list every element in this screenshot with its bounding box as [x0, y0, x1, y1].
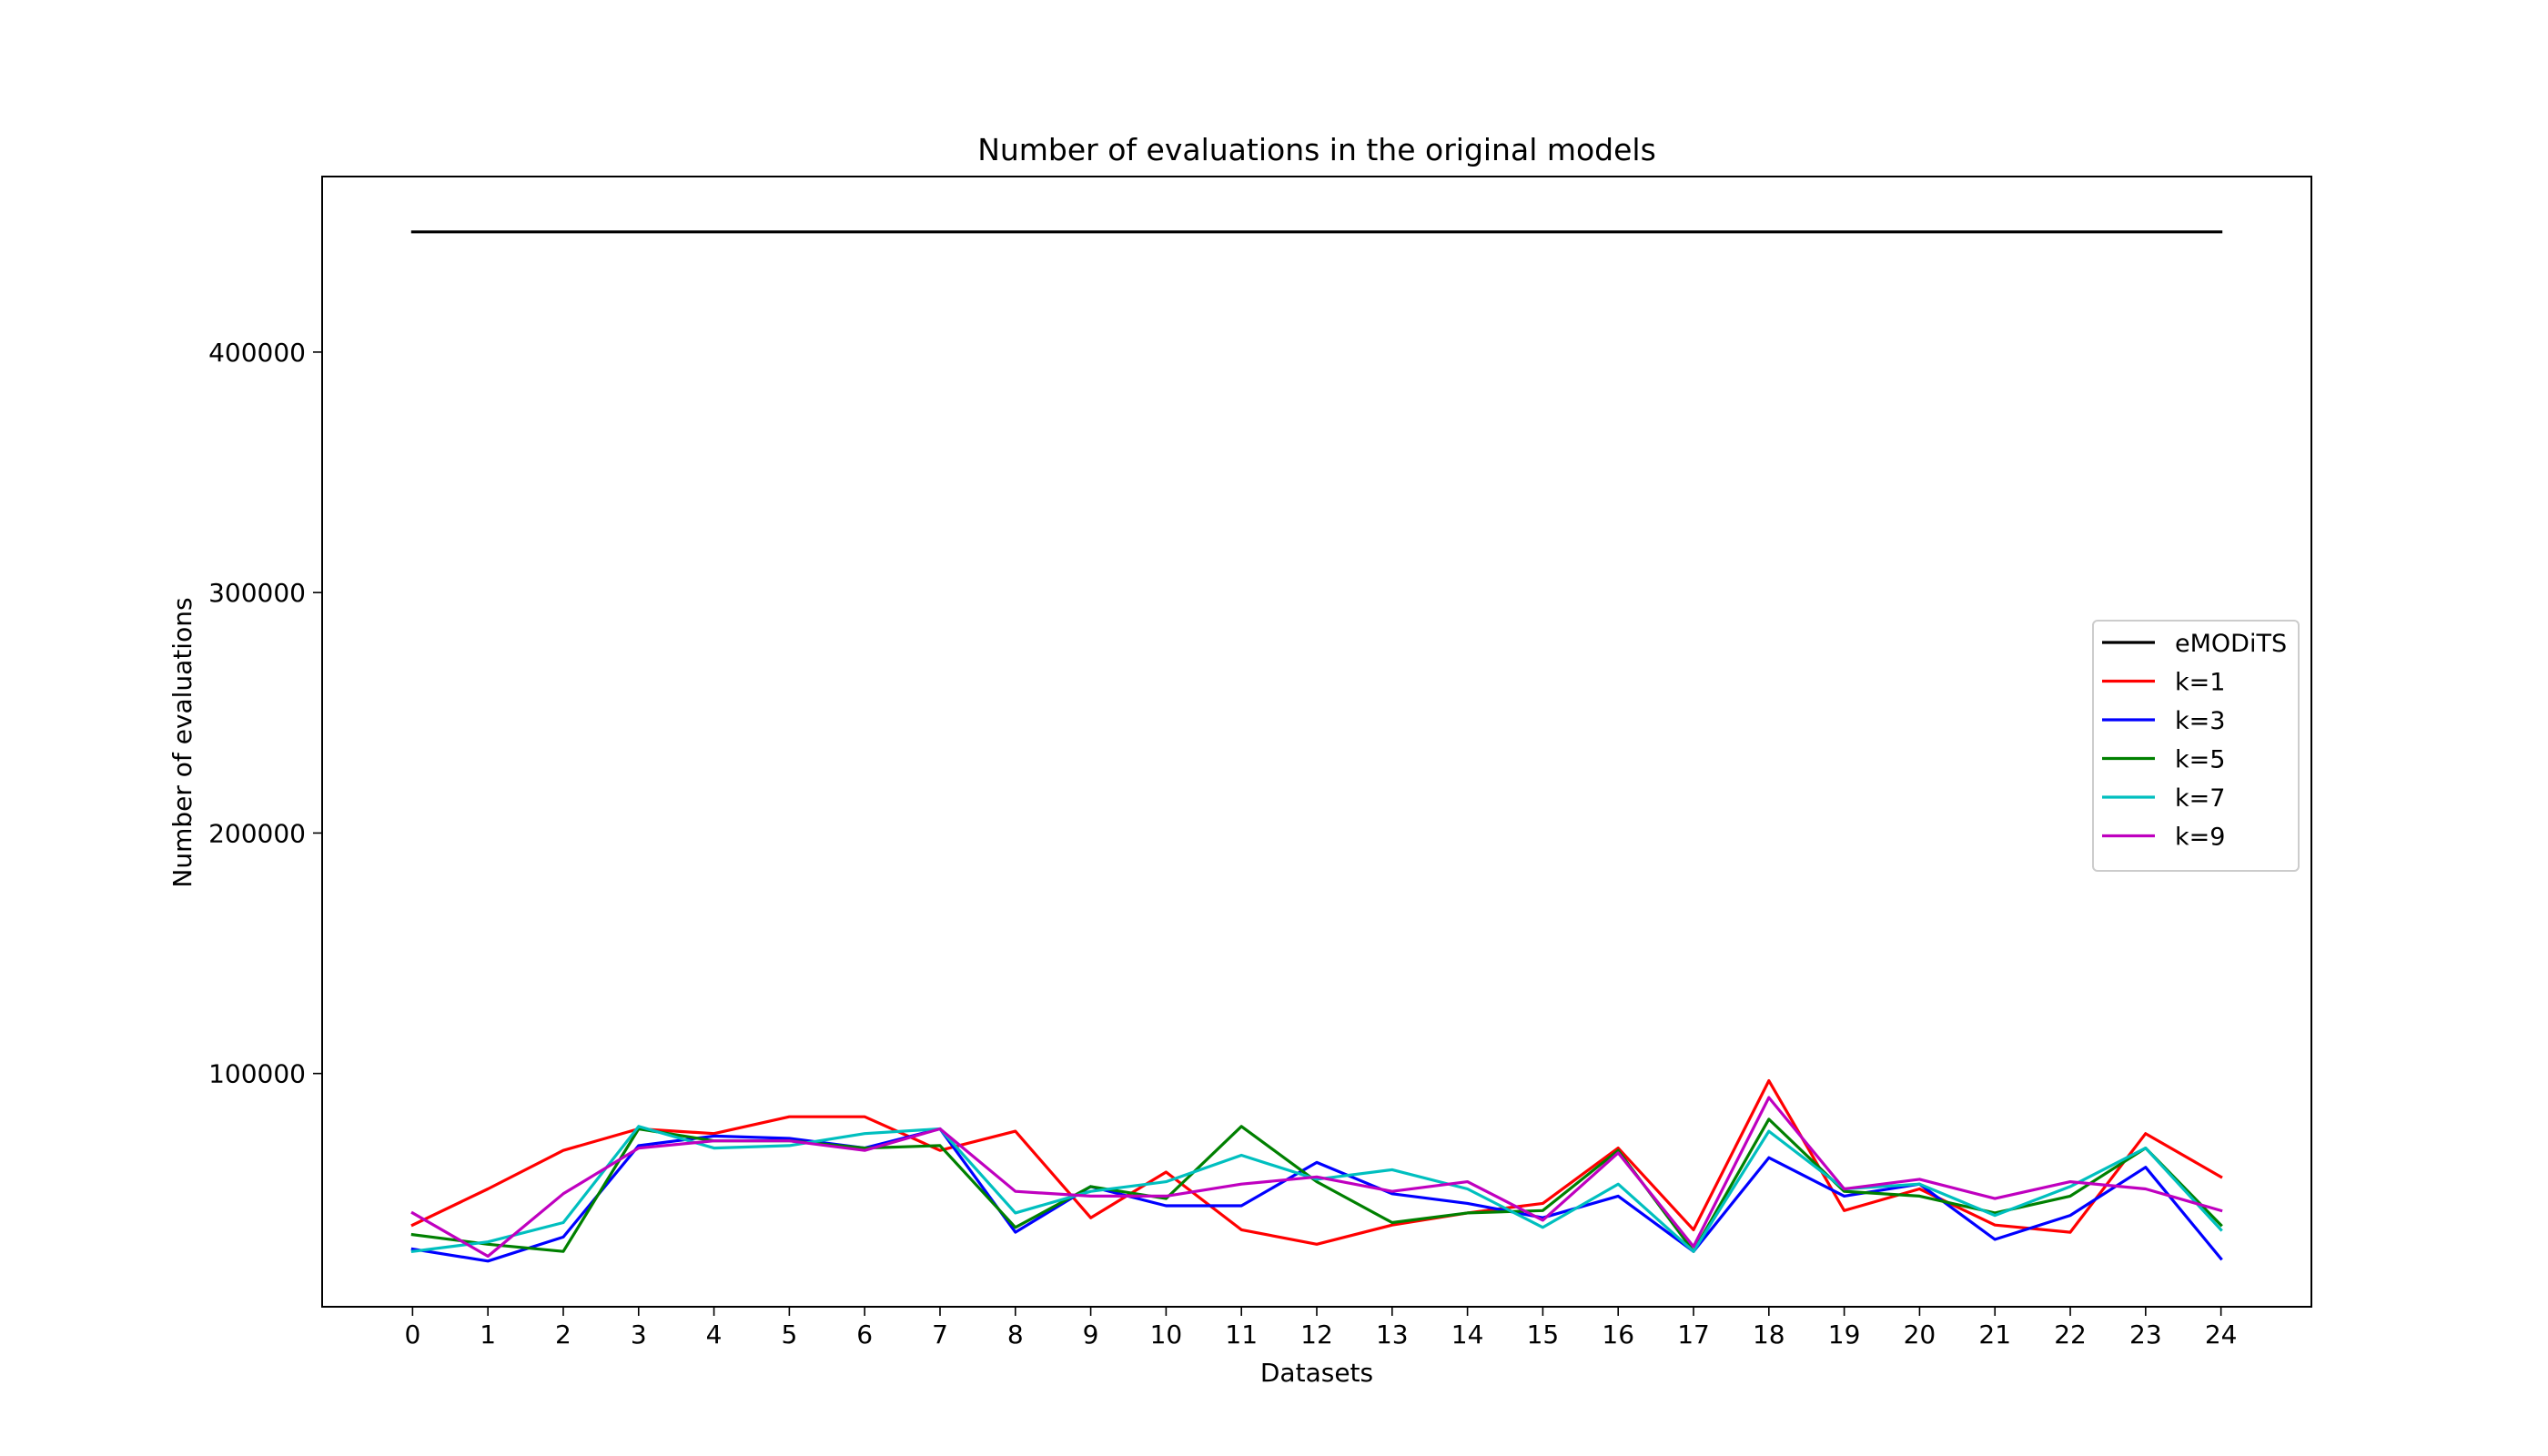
legend-label: k=1 [2175, 669, 2225, 697]
x-tick-label: 18 [1753, 1320, 1785, 1350]
legend-label: k=5 [2175, 746, 2225, 774]
x-tick-label: 9 [1083, 1320, 1099, 1350]
y-tick-label: 200000 [208, 818, 306, 848]
y-tick-label: 400000 [208, 338, 306, 368]
x-tick-label: 1 [480, 1320, 496, 1350]
y-tick-label: 300000 [208, 578, 306, 608]
x-tick-label: 23 [2129, 1320, 2162, 1350]
x-tick-label: 10 [1150, 1320, 1183, 1350]
x-tick-label: 22 [2054, 1320, 2087, 1350]
legend: eMODiTS k=1 k=3 k=5 k=7 k=9 [2092, 620, 2300, 872]
x-tick-label: 12 [1300, 1320, 1333, 1350]
x-tick-label: 8 [1007, 1320, 1024, 1350]
x-tick-label: 3 [631, 1320, 647, 1350]
x-tick-label: 6 [856, 1320, 873, 1350]
x-tick-label: 7 [932, 1320, 948, 1350]
x-tick-label: 11 [1225, 1320, 1258, 1350]
plot-lines [410, 230, 2223, 1263]
y-axis-ticks: 100000 200000 300000 400000 [208, 338, 322, 1089]
x-tick-label: 19 [1828, 1320, 1861, 1350]
x-tick-label: 16 [1602, 1320, 1634, 1350]
legend-label: k=9 [2175, 824, 2225, 852]
x-tick-label: 13 [1376, 1320, 1409, 1350]
x-tick-label: 0 [404, 1320, 420, 1350]
x-tick-label: 2 [555, 1320, 571, 1350]
x-tick-label: 14 [1451, 1320, 1484, 1350]
legend-label: k=3 [2175, 707, 2225, 735]
x-tick-label: 5 [781, 1320, 797, 1350]
x-tick-label: 15 [1527, 1320, 1560, 1350]
legend-box [2092, 620, 2300, 872]
y-tick-label: 100000 [208, 1059, 306, 1089]
chart-title: Number of evaluations in the original mo… [977, 132, 1656, 167]
x-axis-ticks: 0 1 2 3 4 5 6 7 8 9 10 11 12 13 14 15 16 17 18 19 20 21 22 23 24 [404, 1307, 2237, 1350]
y-axis-label: Number of evaluations [167, 597, 197, 887]
series-line-k-7 [410, 1125, 2223, 1253]
x-tick-label: 17 [1677, 1320, 1710, 1350]
legend-label: eMODiTS [2175, 630, 2287, 658]
series-line-k-3 [410, 1127, 2223, 1263]
legend-label: k=7 [2175, 784, 2225, 813]
x-tick-label: 20 [1904, 1320, 1936, 1350]
series-line-k-9 [410, 1096, 2223, 1259]
x-tick-label: 24 [2205, 1320, 2238, 1350]
series-line-k-1 [410, 1078, 2223, 1246]
plot-area-frame [321, 176, 2312, 1308]
x-tick-label: 4 [706, 1320, 723, 1350]
x-axis-label: Datasets [1260, 1358, 1373, 1388]
x-tick-label: 21 [1978, 1320, 2011, 1350]
